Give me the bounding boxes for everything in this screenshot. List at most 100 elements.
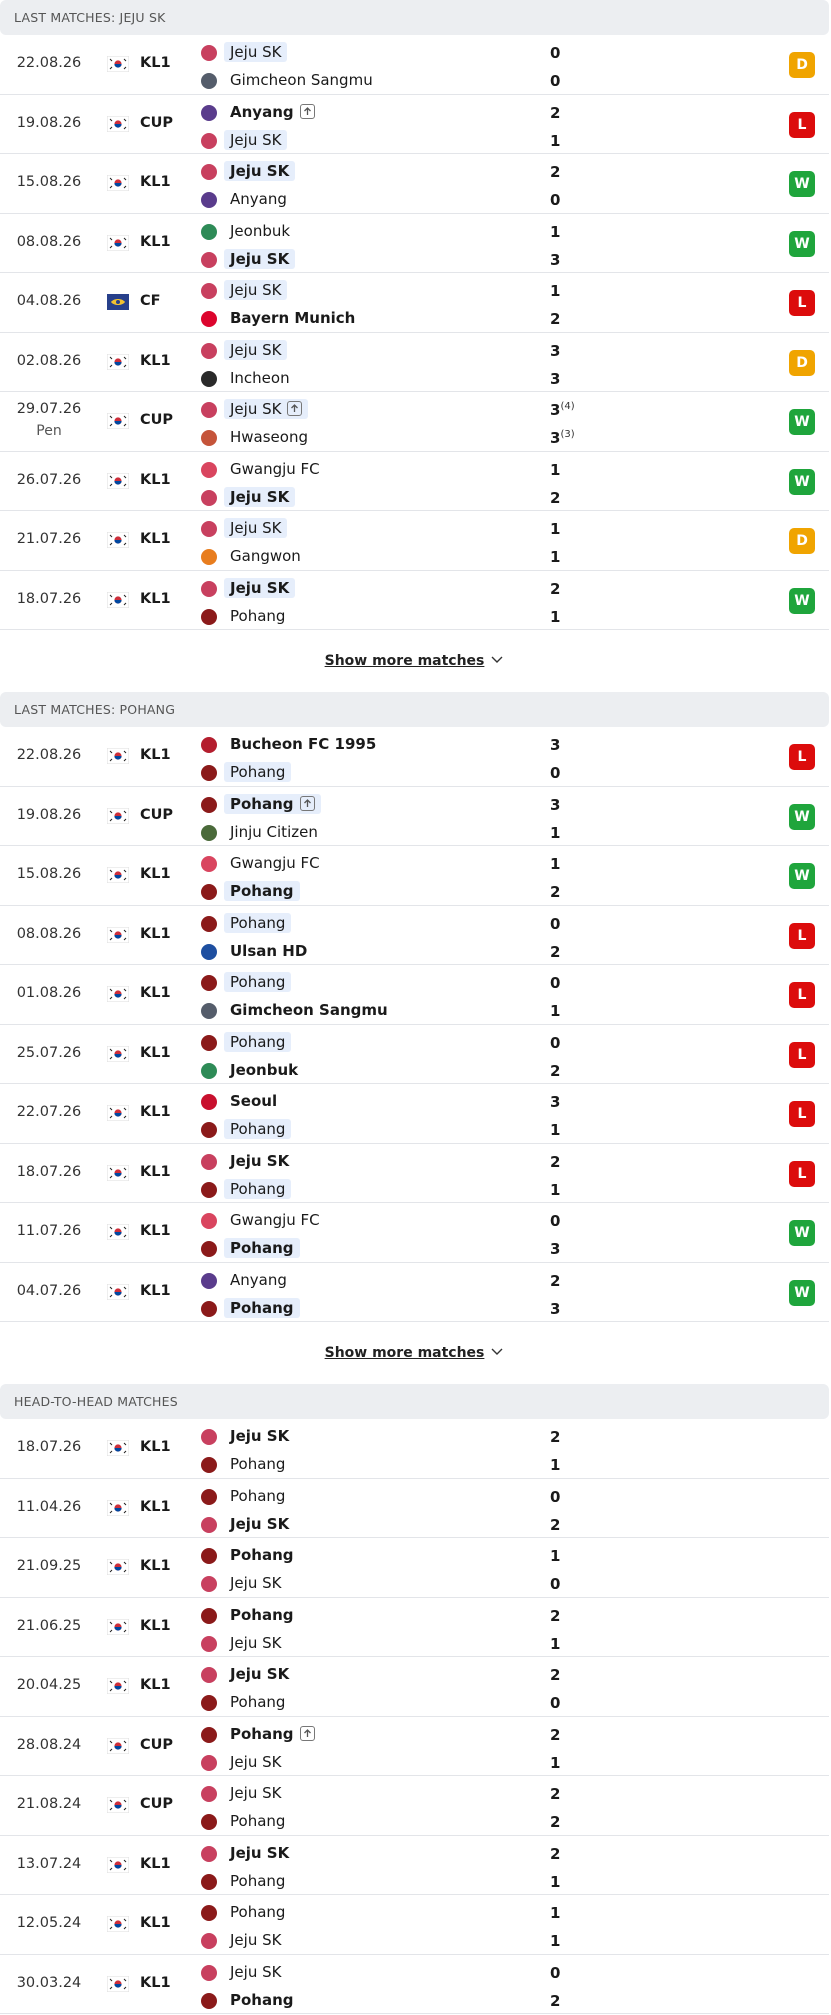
match-row[interactable]: 22.07.26 KL1 Seoul 3 Pohang 1 L [0,1084,829,1144]
match-row[interactable]: 29.07.26 Pen CUP Jeju SK 3(4) Hwaseong 3(3) W [0,392,829,452]
match-row[interactable]: 08.08.26 KL1 Jeonbuk 1 Jeju SK 3 W [0,214,829,273]
show-more-link[interactable]: Show more matches [324,653,485,669]
team-name: Pohang [224,881,300,901]
score-value: 3 [550,250,561,269]
score-value: 2 [550,163,561,181]
team-name: Jeju SK [224,1664,295,1684]
match-row[interactable]: 11.04.26 KL1 Pohang 0 Jeju SK 2 [0,1479,829,1538]
score: 2 [550,1666,560,1684]
match-row[interactable]: 21.09.25 KL1 Pohang 1 Jeju SK 0 [0,1538,829,1598]
match-row[interactable]: 11.07.26 KL1 Gwangju FC 0 Pohang 3 W [0,1203,829,1263]
match-date: 21.09.25 [16,1558,82,1574]
score-value: 2 [550,1515,561,1534]
result-badge: W [789,863,815,889]
team-logo [201,192,217,208]
team-logo [201,430,217,446]
match-row[interactable]: 15.08.26 KL1 Gwangju FC 1 Pohang 2 W [0,846,829,906]
team-name: Pohang [224,606,291,626]
competition-flag [106,591,130,608]
score-value: 2 [550,1428,561,1446]
team-name: Seoul [224,1091,283,1111]
show-more-link[interactable]: Show more matches [324,1345,485,1361]
match-row[interactable]: 13.07.24 KL1 Jeju SK 2 Pohang 1 [0,1836,829,1895]
team-name: Bucheon FC 1995 [224,734,382,754]
score: 1 [550,461,560,479]
team-label: Gwangju FC [230,459,320,478]
team-label: Pohang [230,1903,286,1921]
team-label: Jeju SK [230,43,282,61]
team-name: Jeju SK [224,280,288,300]
score-value: 3 [550,1093,561,1111]
section-header: LAST MATCHES: POHANG [0,692,829,727]
score-value: 3 [550,341,561,360]
match-row[interactable]: 28.08.24 CUP Pohang 2 Jeju SK 1 [0,1717,829,1776]
score-value: 3 [550,429,561,447]
match-row[interactable]: 21.07.26 KL1 Jeju SK 1 Gangwon 1 D [0,511,829,571]
match-row[interactable]: 21.08.24 CUP Jeju SK 2 Pohang 2 [0,1776,829,1836]
competition: KL1 [140,1855,171,1872]
team-logo [201,1814,217,1830]
score-value: 2 [550,1725,561,1744]
team-label: Jeju SK [230,519,282,537]
match-row[interactable]: 21.06.25 KL1 Pohang 2 Jeju SK 1 [0,1598,829,1657]
score: 0 [550,974,560,992]
match-date: 11.04.26 [16,1498,82,1515]
match-row[interactable]: 19.08.26 CUP Anyang 2 Jeju SK 1 L [0,95,829,154]
team-logo [201,1992,217,2009]
match-row[interactable]: 01.08.26 KL1 Pohang 0 Gimcheon Sangmu 1 L [0,965,829,1025]
match-row[interactable]: 12.05.24 KL1 Pohang 1 Jeju SK 1 [0,1895,829,1955]
score-value: 1 [550,855,561,873]
team-label: Pohang [230,1871,286,1890]
team-logo [201,311,217,327]
team-logo [201,1635,217,1652]
advanced-icon [299,795,315,811]
score-value: 2 [550,1061,561,1080]
team-label: Jinju Citizen [230,822,318,841]
team-label: Pohang [230,606,286,625]
score: 2 [550,1813,560,1831]
match-row[interactable]: 04.08.26 CF Jeju SK 1 Bayern Munich 2 L [0,273,829,333]
match-row[interactable]: 30.03.24 KL1 Jeju SK 0 Pohang 2 [0,1955,829,2014]
score: 1 [550,282,560,300]
match-row[interactable]: 20.04.25 KL1 Jeju SK 2 Pohang 0 [0,1657,829,1717]
team-name: Jeju SK [224,1573,287,1593]
match-row[interactable]: 18.07.26 KL1 Jeju SK 2 Pohang 1 [0,1419,829,1479]
team-label: Pohang [230,1724,294,1743]
match-date: 01.08.26 [16,985,82,1001]
team-label: Pohang [230,1546,294,1564]
competition: KL1 [140,1044,171,1061]
match-row[interactable]: 26.07.26 KL1 Gwangju FC 1 Jeju SK 2 W [0,452,829,511]
match-date: 21.07.26 [16,531,82,547]
team-label: Jeju SK [230,1151,290,1170]
match-date: 13.07.24 [16,1855,82,1872]
match-row[interactable]: 18.07.26 KL1 Jeju SK 2 Pohang 1 W [0,571,829,630]
competition: KL1 [140,174,171,190]
score-value: 0 [550,1487,561,1506]
team-name: Jeju SK [224,129,288,150]
match-row[interactable]: 02.08.26 KL1 Jeju SK 3 Incheon 3 D [0,333,829,392]
score-value: 0 [550,914,561,933]
match-row[interactable]: 04.07.26 KL1 Anyang 2 Pohang 3 W [0,1263,829,1322]
match-row[interactable]: 19.08.26 CUP Pohang 3 Jinju Citizen 1 W [0,787,829,846]
match-row[interactable]: 15.08.26 KL1 Jeju SK 2 Anyang 0 W [0,154,829,214]
result-badge: L [789,744,815,770]
competition-flag [106,531,130,549]
match-row[interactable]: 08.08.26 KL1 Pohang 0 Ulsan HD 2 L [0,906,829,965]
score-value: 3 [550,401,561,419]
score: 0 [550,1488,560,1506]
score-value: 0 [550,1575,561,1593]
team-logo [201,1845,217,1862]
result-badge: L [789,111,815,138]
match-row[interactable]: 22.08.26 KL1 Jeju SK 0 Gimcheon Sangmu 0 D [0,35,829,95]
match-row[interactable]: 25.07.26 KL1 Pohang 0 Jeonbuk 2 L [0,1025,829,1084]
score: 2 [550,1785,560,1803]
team-logo [201,251,217,268]
section: HEAD-TO-HEAD MATCHES 18.07.26 KL1 Jeju SK 2 P… [0,1384,831,2014]
team-name: Jeju SK [224,1514,295,1534]
score: 2 [550,883,560,901]
match-row[interactable]: 22.08.26 KL1 Bucheon FC 1995 3 Pohang 0 L [0,727,829,787]
competition-flag [106,412,130,430]
score-value: 3 [550,795,561,814]
match-row[interactable]: 18.07.26 KL1 Jeju SK 2 Pohang 1 L [0,1144,829,1203]
